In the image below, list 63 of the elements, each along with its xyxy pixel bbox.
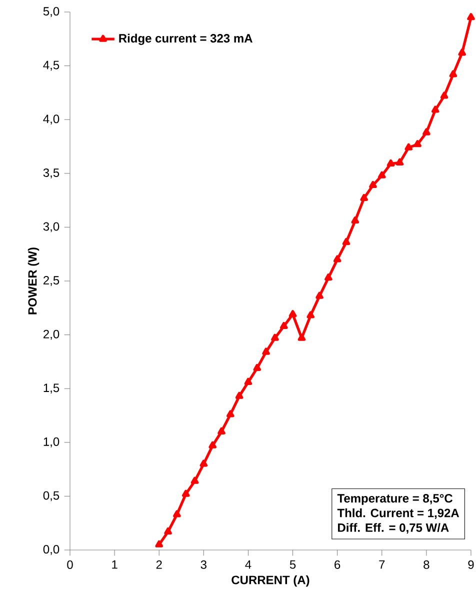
point xyxy=(280,322,288,329)
point xyxy=(404,143,412,150)
x-tick-label: 7 xyxy=(379,560,385,569)
point xyxy=(467,13,475,20)
x-tick-label: 8 xyxy=(424,560,430,569)
point xyxy=(306,311,314,318)
point xyxy=(386,159,395,167)
point xyxy=(369,180,377,188)
x-tick-label: 4 xyxy=(245,560,252,569)
annotation: Diff. Eff. = 0,75 W/A xyxy=(338,523,449,534)
y-tick-label: 4,0 xyxy=(43,114,60,125)
point xyxy=(253,364,261,371)
point xyxy=(324,274,332,281)
y-tick-label: 0,0 xyxy=(43,545,60,555)
point xyxy=(182,490,190,497)
y-tick-label: 5,0 xyxy=(43,7,60,17)
point xyxy=(164,527,172,535)
annotation: Thld. Current = 1,92A xyxy=(337,508,460,519)
x-tick-label: 3 xyxy=(200,560,206,569)
x-axis-title: CURRENT (A) xyxy=(232,575,310,587)
point xyxy=(235,392,244,399)
point xyxy=(218,427,226,434)
point xyxy=(458,48,466,56)
point xyxy=(200,460,208,467)
y-tick-label: 4,5 xyxy=(43,60,60,71)
annotation: Temperature = 8,5°C xyxy=(337,494,453,505)
x-tick-label: 1 xyxy=(112,560,118,569)
y-tick-label: 3,5 xyxy=(43,168,60,178)
point xyxy=(173,510,181,518)
y-tick-label: 0,5 xyxy=(43,491,60,502)
point xyxy=(298,334,306,341)
point xyxy=(360,194,368,201)
point xyxy=(396,158,404,166)
legend-label: Ridge current = 323 mA xyxy=(119,34,252,45)
y-tick-label: 1,0 xyxy=(44,437,60,448)
point xyxy=(262,348,270,355)
point xyxy=(422,128,430,136)
y-tick-label: 3,0 xyxy=(43,222,60,232)
x-tick-label: 6 xyxy=(334,560,340,569)
x-tick-label: 2 xyxy=(156,560,162,569)
point xyxy=(431,106,440,113)
point xyxy=(342,238,350,246)
y-axis-title: POWER (W) xyxy=(28,248,40,314)
point xyxy=(449,70,458,78)
point xyxy=(155,540,163,548)
point xyxy=(351,216,360,224)
point xyxy=(333,255,342,262)
y-tick-label: 2,5 xyxy=(44,276,60,286)
y-tick-label: 1,5 xyxy=(44,384,60,394)
x-tick-label: 5 xyxy=(290,560,296,569)
x-tick-label: 9 xyxy=(468,560,474,569)
point xyxy=(271,334,279,341)
point xyxy=(226,410,234,418)
point xyxy=(316,292,324,299)
point xyxy=(414,140,422,148)
point xyxy=(378,171,386,178)
y-tick-label: 2,0 xyxy=(44,330,60,340)
point xyxy=(440,92,448,99)
x-tick-label: 0 xyxy=(67,560,73,569)
point xyxy=(208,441,216,448)
point xyxy=(288,310,297,318)
point xyxy=(244,378,252,385)
point xyxy=(190,476,199,484)
